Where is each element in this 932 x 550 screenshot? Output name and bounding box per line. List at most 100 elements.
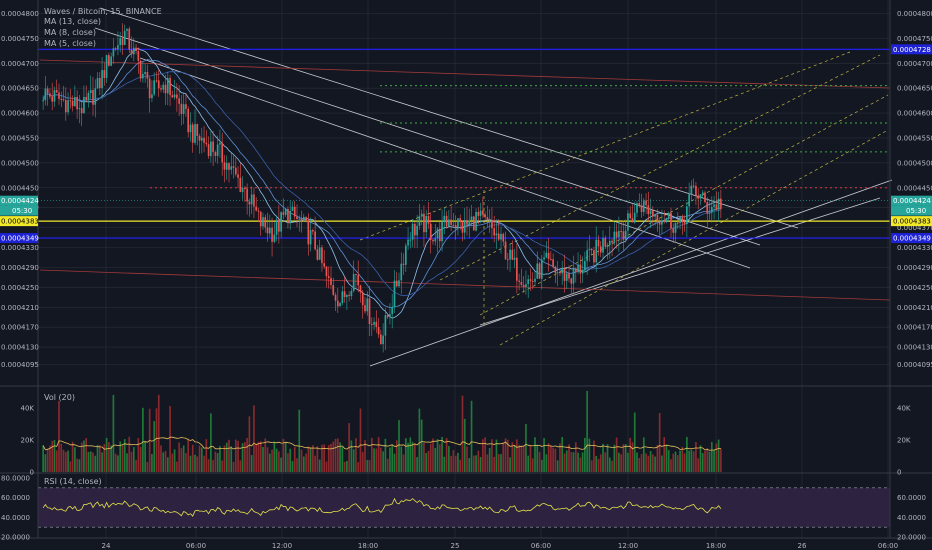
volume-bar	[649, 451, 652, 472]
candle-body	[656, 214, 659, 223]
symbol-title[interactable]: Waves / Bitcoin, 15, BINANCE	[44, 7, 162, 16]
candle-body	[80, 108, 83, 114]
volume-bar	[386, 458, 389, 472]
candle-body	[547, 252, 550, 259]
volume-bar	[309, 447, 312, 472]
candle-body	[506, 259, 509, 261]
volume-legend[interactable]: Vol (20)	[44, 393, 75, 402]
volume-bar	[690, 449, 693, 472]
price-tag-text: 0.0004424	[893, 197, 931, 205]
candle-body	[250, 194, 253, 205]
candle-body	[457, 218, 459, 228]
candle-body	[289, 210, 292, 223]
volume-bar	[230, 446, 233, 472]
candle-body	[540, 259, 543, 279]
volume-tick-right: 20K	[897, 437, 911, 445]
volume-bar	[568, 444, 570, 472]
ma5-legend[interactable]: MA (5, close)	[44, 39, 96, 48]
volume-bar	[42, 445, 44, 472]
price-tick-label: 0.0004600	[897, 110, 932, 118]
candle-body	[622, 231, 625, 240]
candle-body	[459, 218, 462, 222]
volume-bar	[69, 461, 72, 472]
volume-bar	[468, 458, 471, 472]
candle-body	[146, 72, 149, 79]
time-axis[interactable]: 24 06:00 12:00 18:00 25 06:00 12:00 18:00 26 06:0…	[102, 542, 899, 550]
volume-bar	[223, 445, 226, 472]
volume-bar	[377, 437, 380, 472]
volume-bar	[602, 443, 604, 472]
candle-body	[105, 55, 108, 78]
volume-bar	[287, 453, 289, 472]
candle-body	[94, 88, 97, 105]
candle-body	[504, 241, 507, 260]
rsi-tick-right: 40.0000	[897, 514, 926, 522]
candle-body	[262, 217, 264, 227]
volume-bar	[604, 452, 607, 472]
volume-bar	[46, 448, 49, 472]
volume-bar	[525, 424, 527, 472]
price-tick-label: 0.0004170	[897, 324, 932, 332]
candle-body	[590, 248, 593, 251]
volume-bar	[570, 451, 573, 472]
volume-bar	[681, 446, 684, 472]
volume-bar	[529, 446, 532, 472]
volume-bar	[157, 394, 160, 472]
candle-body	[717, 198, 720, 210]
candle-body	[513, 257, 516, 260]
candle-body	[495, 233, 498, 236]
candle-body	[101, 70, 103, 88]
candle-body	[196, 124, 199, 136]
candle-body	[638, 203, 641, 206]
candle-body	[278, 219, 280, 232]
ma8-legend[interactable]: MA (8, close)	[44, 28, 96, 37]
candle-body	[173, 94, 176, 98]
volume-bar	[44, 454, 47, 472]
volume-bar	[178, 442, 180, 472]
volume-bar	[74, 447, 76, 472]
candle-body	[695, 185, 697, 196]
candle-body	[71, 100, 74, 107]
candle-body	[520, 281, 523, 285]
candle-body	[210, 141, 212, 157]
rsi-legend[interactable]: RSI (14, close)	[44, 477, 102, 486]
volume-bar	[667, 450, 670, 472]
candle-body	[414, 223, 416, 236]
volume-bar	[497, 453, 500, 472]
horizontal-levels	[38, 48, 890, 239]
volume-bar	[357, 462, 360, 472]
candle-body	[58, 92, 60, 99]
ma13-legend[interactable]: MA (13, close)	[44, 17, 101, 26]
volume-bar	[713, 449, 715, 472]
candle-body	[60, 98, 63, 100]
candle-body	[615, 231, 618, 238]
volume-bar	[400, 446, 403, 472]
volume-bar	[686, 436, 688, 472]
candle-body	[543, 257, 545, 260]
rsi-tick-right: 60.0000	[897, 494, 926, 502]
candle-body	[466, 220, 468, 225]
candle-body	[298, 218, 301, 220]
candle-body	[282, 212, 285, 215]
candle-body	[121, 38, 124, 45]
volume-bar	[300, 449, 303, 472]
candle-body	[400, 263, 403, 281]
volume-bar	[160, 445, 162, 472]
candle-body	[171, 95, 174, 98]
candle-body	[556, 271, 559, 273]
volume-bar	[536, 444, 539, 472]
candle-body	[361, 292, 364, 306]
volume-bar	[241, 443, 244, 472]
candle-body	[112, 48, 115, 57]
candle-body	[139, 60, 142, 79]
volume-bar	[282, 438, 285, 472]
candle-body	[332, 285, 335, 295]
candle-body	[670, 212, 672, 229]
candle-body	[568, 273, 570, 279]
candle-body	[160, 88, 162, 90]
candle-body	[529, 279, 532, 281]
candle-body	[166, 77, 169, 94]
volume-bar	[697, 458, 700, 472]
candle-body	[427, 216, 430, 224]
